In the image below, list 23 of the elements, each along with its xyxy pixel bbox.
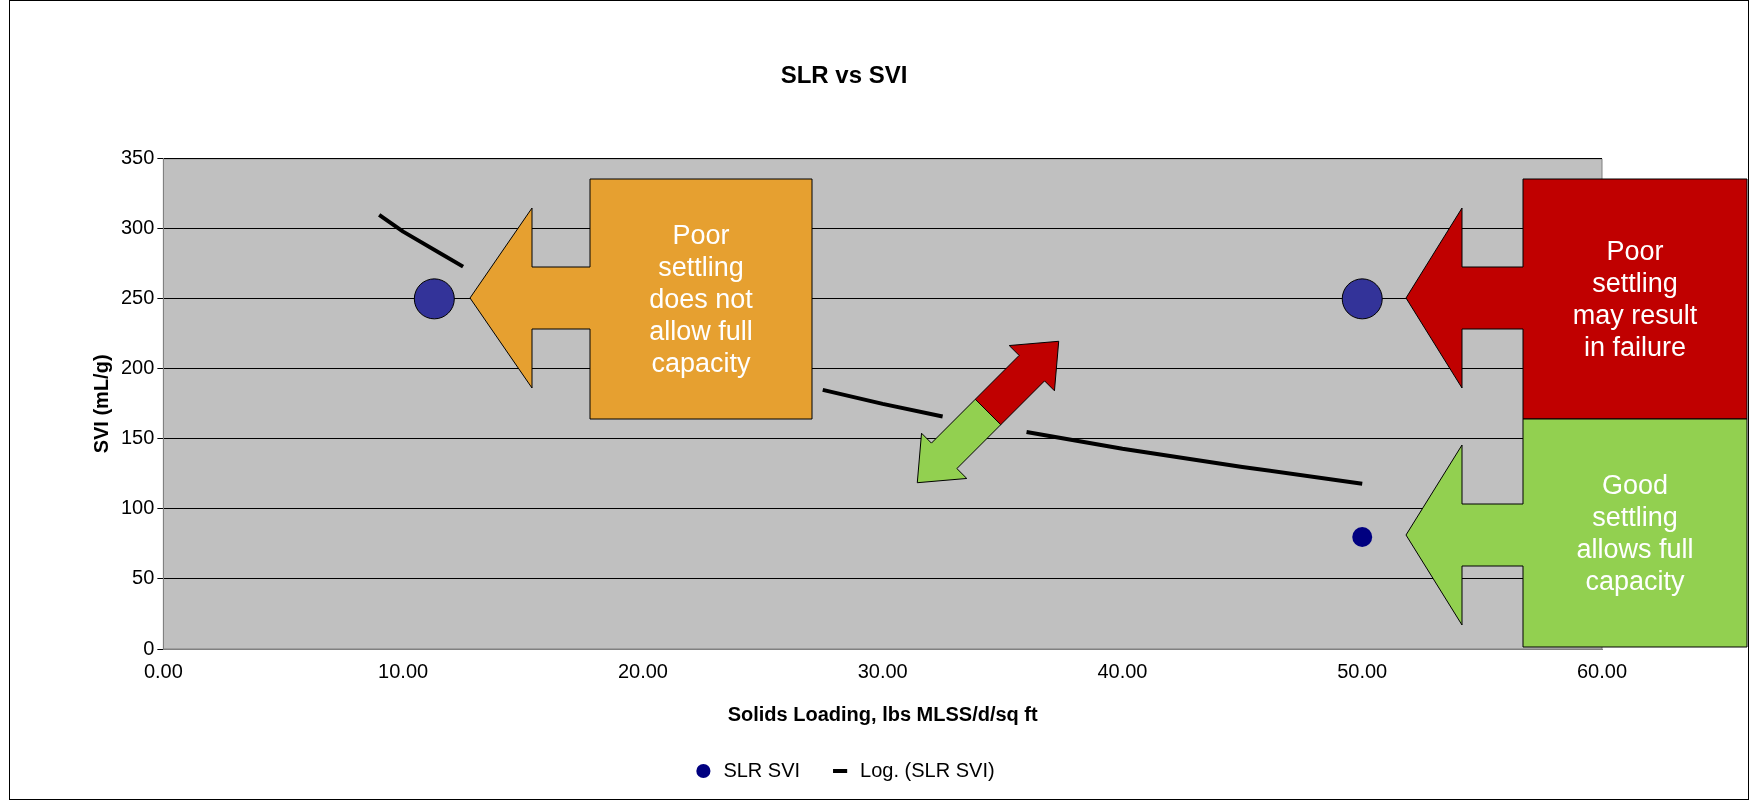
legend-label: Log. (SLR SVI) xyxy=(860,758,995,781)
x-tick-label: 50.00 xyxy=(1337,659,1388,682)
annotation: Poor settling does not allow full capacity xyxy=(648,219,754,380)
x-tick-label: 10.00 xyxy=(378,659,429,682)
y-tick-label: 200 xyxy=(120,356,155,379)
x-tick-label: 40.00 xyxy=(1097,659,1148,682)
chart-title: SLR vs SVI xyxy=(780,61,908,89)
y-tick-label: 0 xyxy=(143,636,155,659)
legend-label: SLR SVI xyxy=(723,758,801,781)
x-tick-label: 60.00 xyxy=(1576,659,1628,682)
y-tick-label: 350 xyxy=(120,146,155,169)
annotation: Poor settling may result in failure xyxy=(1571,235,1699,364)
y-tick-label: 50 xyxy=(132,566,155,589)
y-tick-label: 300 xyxy=(120,216,155,239)
x-tick-label: 30.00 xyxy=(857,659,908,682)
y-axis-title: SVI (mL/g) xyxy=(89,354,112,454)
x-tick-label: 0.00 xyxy=(143,659,183,682)
annotation: Good settling allows full capacity xyxy=(1575,469,1695,598)
x-axis-title: Solids Loading, lbs MLSS/d/sq ft xyxy=(727,702,1039,725)
y-tick-label: 250 xyxy=(120,286,155,309)
y-tick-label: 100 xyxy=(120,496,155,519)
y-tick-label: 150 xyxy=(120,426,155,449)
x-tick-label: 20.00 xyxy=(617,659,668,682)
